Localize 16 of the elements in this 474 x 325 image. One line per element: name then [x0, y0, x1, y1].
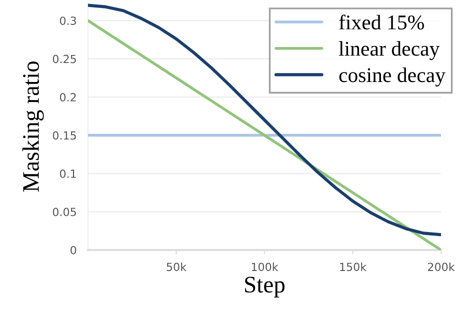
legend-label: linear decay [338, 41, 440, 60]
x-tick-label: 100k [252, 262, 278, 272]
x-tick-label: 150k [340, 262, 367, 272]
y-tick-label: 0.3 [60, 16, 76, 25]
y-tick-label: 0.2 [60, 93, 76, 102]
x-tick-label: 200k [428, 262, 455, 272]
y-tick-label: 0.05 [52, 208, 76, 216]
x-axis-title: Step [245, 276, 285, 298]
y-tick-label: 0.25 [52, 54, 76, 64]
y-tick-label: 0.1 [60, 170, 76, 178]
legend-label: cosine decay [339, 68, 446, 86]
legend-label: fixed 15% [339, 14, 424, 30]
x-tick-label: 50k [166, 262, 187, 272]
y-tick-label: 0 [70, 246, 76, 254]
y-tick-label: 0.15 [52, 131, 76, 140]
y-axis-title: Masking ratio [22, 61, 44, 192]
